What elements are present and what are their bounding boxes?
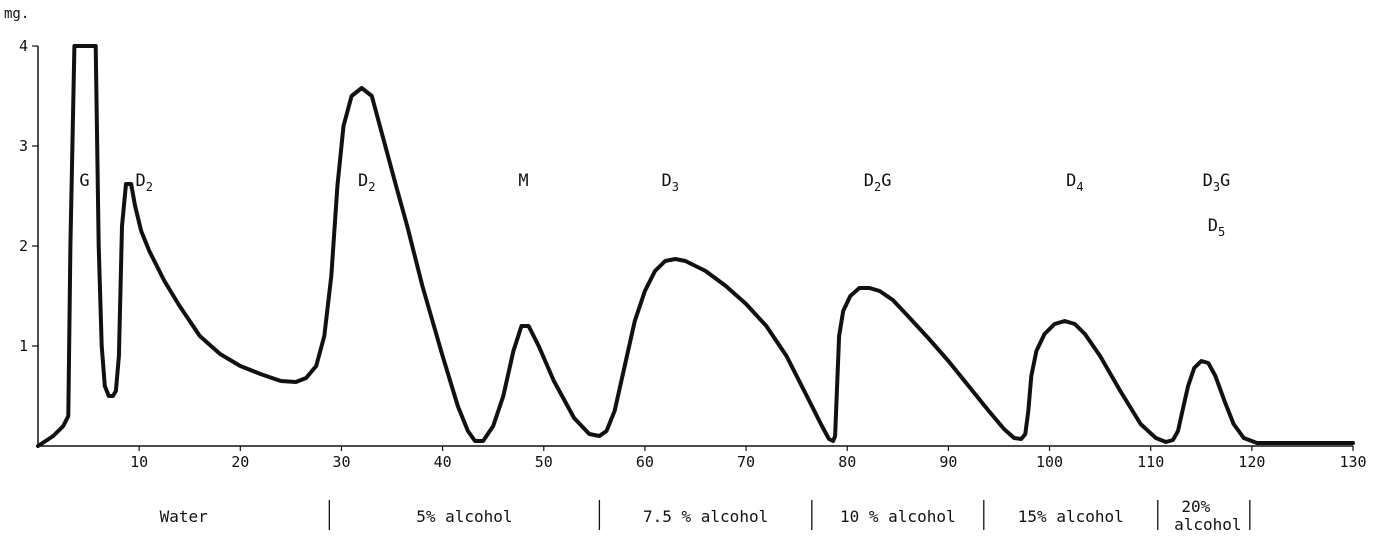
y-tick-label: 4 (19, 37, 28, 55)
peak-label-subscript: 4 (1076, 180, 1083, 194)
peak-label: D2 (358, 171, 375, 194)
peak-label-main: M (518, 171, 528, 191)
peak-label-main: D (1208, 216, 1218, 236)
x-axis-ticks: 10 20 30 40 50 60 70 80 90 100 110 120 130 (130, 446, 1366, 471)
peak-label-main: D (1203, 171, 1213, 191)
solvent-band-label: 15% alcohol (1018, 507, 1124, 526)
peak-label-main: G (79, 171, 89, 191)
peak-label: D3G (1203, 171, 1231, 194)
x-tick-label: 20 (231, 453, 249, 471)
peak-label-subscript: 3 (1213, 180, 1220, 194)
x-tick-label: 80 (838, 453, 856, 471)
x-tick-label: 30 (332, 453, 350, 471)
peak-label-suffix: G (1220, 171, 1230, 191)
y-tick-label: 1 (19, 337, 28, 355)
peak-label: D3 (661, 171, 678, 194)
solvent-bands: Water 5% alcohol 7.5 % alcohol 10 % alcohol… (160, 497, 1250, 534)
x-tick-label: 10 (130, 453, 148, 471)
peak-label: D5 (1208, 216, 1225, 239)
peak-label: M (518, 171, 528, 191)
solvent-band-label: 10 % alcohol (840, 507, 956, 526)
x-tick-label: 110 (1137, 453, 1164, 471)
x-tick-label: 70 (737, 453, 755, 471)
peak-label-subscript: 5 (1218, 225, 1225, 239)
peak-label-subscript: 2 (874, 180, 881, 194)
peak-label-main: D (661, 171, 671, 191)
solvent-band-label: 20% (1181, 497, 1210, 516)
x-tick-label: 120 (1238, 453, 1265, 471)
x-tick-label: 90 (939, 453, 957, 471)
elution-curve (38, 46, 1353, 446)
peak-label-subscript: 2 (146, 180, 153, 194)
y-axis-ticks: 1 2 3 4 (19, 37, 38, 355)
peak-label-suffix: G (881, 171, 891, 191)
x-tick-label: 60 (636, 453, 654, 471)
x-tick-label: 130 (1339, 453, 1366, 471)
peak-label-main: D (135, 171, 145, 191)
peak-label: G (79, 171, 89, 191)
y-axis-unit-label: mg. (4, 6, 29, 22)
solvent-band-label: Water (160, 507, 209, 526)
x-tick-label: 100 (1036, 453, 1063, 471)
solvent-band-label: 5% alcohol (416, 507, 512, 526)
peak-label-subscript: 2 (368, 180, 375, 194)
peak-label: D2 (135, 171, 152, 194)
peak-label-main: D (1066, 171, 1076, 191)
peak-label-main: D (358, 171, 368, 191)
peak-label: D2G (864, 171, 892, 194)
solvent-band-label-line2: alcohol (1174, 515, 1241, 534)
solvent-band-label: 7.5 % alcohol (643, 507, 768, 526)
y-tick-label: 2 (19, 237, 28, 255)
peak-label-main: D (864, 171, 874, 191)
y-tick-label: 3 (19, 137, 28, 155)
x-tick-label: 40 (434, 453, 452, 471)
peak-label: D4 (1066, 171, 1083, 194)
x-tick-label: 50 (535, 453, 553, 471)
peak-label-subscript: 3 (672, 180, 679, 194)
